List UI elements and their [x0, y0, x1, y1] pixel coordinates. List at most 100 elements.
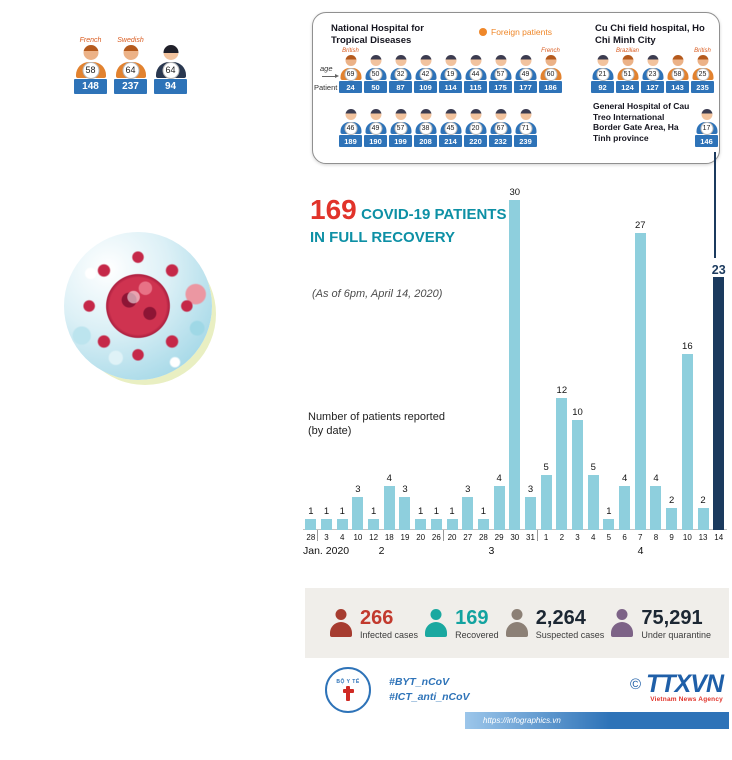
month-separator [537, 530, 538, 541]
age-badge: 58 [671, 68, 684, 81]
bar-value: 2 [669, 495, 675, 506]
person-head-icon [495, 55, 506, 66]
bar-date-label: 10 [682, 533, 692, 542]
bar [681, 354, 693, 530]
bar-date-label: 3 [324, 533, 329, 542]
nationality-label [666, 47, 689, 55]
stat-label: Under quarantine [641, 629, 711, 640]
patient-number: 199 [389, 135, 412, 147]
age-badge: 49 [519, 68, 532, 81]
bar [462, 497, 474, 530]
medical-cross-icon [342, 686, 354, 701]
patient-figure: 25 [691, 55, 714, 81]
url-strip[interactable]: https://infographics.vn [465, 712, 729, 729]
age-badge: 60 [544, 68, 557, 81]
patient-icon: 44 115 [464, 47, 487, 93]
patient-figure: 23 [641, 55, 664, 81]
patient-number: 124 [616, 81, 639, 93]
bar-date-label: 12 [369, 533, 379, 542]
patient-figure: 38 [414, 109, 437, 135]
nationality-label [154, 36, 187, 45]
nationality-label: French [79, 37, 102, 44]
patient-number: 94 [154, 79, 187, 94]
stat-value: 2,264 [535, 606, 586, 629]
chart-note: Number of patients reported (by date) [308, 410, 445, 438]
patient-icon: 19 114 [439, 47, 462, 93]
headline-line2: IN FULL RECOVERY [310, 229, 456, 246]
patient-icon: 32 87 [389, 47, 412, 93]
patient-icon: 57 199 [389, 101, 412, 147]
age-badge: 21 [596, 68, 609, 81]
patient-figure: 44 [464, 55, 487, 81]
nationality-label [464, 47, 487, 55]
patient-number: 109 [414, 81, 437, 93]
bar-value: 4 [386, 473, 392, 484]
bar-date-label: 4 [339, 533, 345, 542]
person-head-icon [445, 109, 456, 120]
person-body-icon [425, 621, 448, 637]
age-badge: 64 [122, 62, 139, 79]
nationality-label [339, 101, 362, 109]
infographics-url[interactable]: https://infographics.vn [483, 716, 561, 725]
patient-icon: 58 143 [666, 47, 689, 93]
bar-value: 4 [496, 473, 502, 484]
bar [587, 475, 599, 530]
bar [603, 519, 615, 530]
headline-line1: COVID-19 PATIENTS [361, 206, 507, 223]
bar-column: 3 19 [397, 484, 413, 543]
person-head-icon [697, 55, 708, 66]
patient-icon: 46 189 [339, 101, 362, 147]
patient-figure: 32 [389, 55, 412, 81]
patient-icon: 49 190 [364, 101, 387, 147]
patient-icon: 21 92 [591, 47, 614, 93]
bar [446, 519, 458, 530]
bar-value: 3 [355, 484, 361, 495]
moh-label: BỘ Y TẾ [336, 679, 360, 685]
month-label: 4 [637, 545, 644, 557]
bar-value: 23 [711, 263, 726, 277]
bar-date-label: 4 [590, 533, 596, 542]
patient-number: 50 [364, 81, 387, 93]
patient-figure: 57 [389, 109, 412, 135]
foreign-legend-label: Foreign patients [491, 27, 552, 37]
bar-date-label: 6 [622, 533, 627, 542]
bar-value: 4 [653, 473, 659, 484]
patient-figure: 19 [439, 55, 462, 81]
person-head-icon [345, 109, 356, 120]
age-badge: 51 [621, 68, 634, 81]
patient-number: 24 [339, 81, 362, 93]
stat-item: 169 Recovered [424, 607, 499, 640]
nationality-label [414, 101, 437, 109]
bar-column: 1 26 [429, 506, 445, 543]
patient-number: 114 [439, 81, 462, 93]
hatinh-row: 17 146 [695, 101, 718, 147]
patient-figure: 51 [616, 55, 639, 81]
patient-icon: French 60 186 [539, 47, 562, 93]
bar-date-label: 26 [431, 533, 441, 542]
bar-column: 10 3 [570, 407, 586, 543]
patient-icon: 50 50 [364, 47, 387, 93]
patient-number: 220 [464, 135, 487, 147]
nationality-label [389, 47, 412, 55]
patient-icon: British 25 235 [691, 47, 714, 93]
bar-value: 1 [433, 506, 439, 517]
person-head-icon [511, 608, 523, 620]
patient-number: 239 [514, 135, 537, 147]
bar [415, 519, 427, 530]
person-head-icon [672, 55, 683, 66]
patient-figure: 49 [514, 55, 537, 81]
bar [430, 519, 442, 530]
patient-icon: 71 239 [514, 101, 537, 147]
bar [572, 420, 584, 530]
footer: BỘ Y TẾ #BYT_nCoV #ICT_anti_nCoV © TTXVN… [305, 660, 729, 732]
person-head-icon [345, 55, 356, 66]
bar-value: 1 [323, 506, 330, 517]
person-head-icon [420, 55, 431, 66]
bar-date-label: 20 [416, 533, 426, 542]
bar [697, 508, 709, 530]
bar-column: 1 20 [413, 506, 429, 543]
patient-number: 214 [439, 135, 462, 147]
person-head-icon [83, 45, 98, 60]
